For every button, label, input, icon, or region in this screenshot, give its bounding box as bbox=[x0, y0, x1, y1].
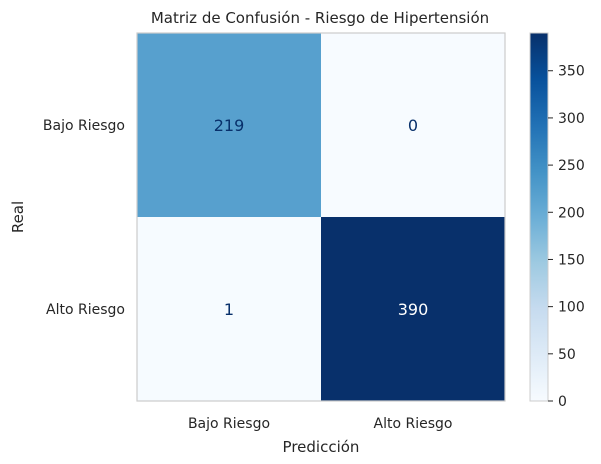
heatmap-frame bbox=[136, 32, 506, 402]
y-tick-label: Bajo Riesgo bbox=[43, 118, 125, 134]
colorbar-tick-label: 250 bbox=[558, 158, 585, 174]
x-tick-label: Bajo Riesgo bbox=[188, 416, 270, 432]
colorbar-ticks: 0 50 100 150 200 250 300 350 bbox=[548, 64, 585, 410]
heatmap-cells: 219 0 1 390 bbox=[137, 33, 505, 401]
colorbar-tick-label: 300 bbox=[558, 111, 585, 127]
cell-value-label: 0 bbox=[408, 116, 418, 135]
y-tick-label: Alto Riesgo bbox=[46, 302, 125, 318]
colorbar bbox=[529, 32, 549, 402]
colorbar-tick-label: 50 bbox=[558, 347, 576, 363]
heatmap-cell bbox=[321, 217, 505, 401]
colorbar-tick-label: 0 bbox=[558, 394, 567, 410]
colorbar-tick-label: 200 bbox=[558, 205, 585, 221]
y-tick-labels: Bajo Riesgo Alto Riesgo bbox=[43, 118, 125, 318]
colorbar-tick-label: 350 bbox=[558, 64, 585, 80]
cell-value-label: 390 bbox=[398, 300, 429, 319]
y-axis-label: Real bbox=[9, 201, 27, 233]
heatmap-cell bbox=[137, 217, 321, 401]
x-tick-labels: Bajo Riesgo Alto Riesgo bbox=[188, 416, 453, 432]
heatmap-cell bbox=[321, 33, 505, 217]
cell-value-label: 219 bbox=[214, 116, 245, 135]
colorbar-tick-label: 150 bbox=[558, 252, 585, 268]
cell-value-label: 1 bbox=[224, 300, 234, 319]
x-axis-label: Predicción bbox=[283, 438, 360, 456]
chart-title: Matriz de Confusión - Riesgo de Hiperten… bbox=[151, 9, 489, 27]
colorbar-tick-label: 100 bbox=[558, 300, 585, 316]
x-tick-label: Alto Riesgo bbox=[374, 416, 453, 432]
heatmap-cell bbox=[137, 33, 321, 217]
